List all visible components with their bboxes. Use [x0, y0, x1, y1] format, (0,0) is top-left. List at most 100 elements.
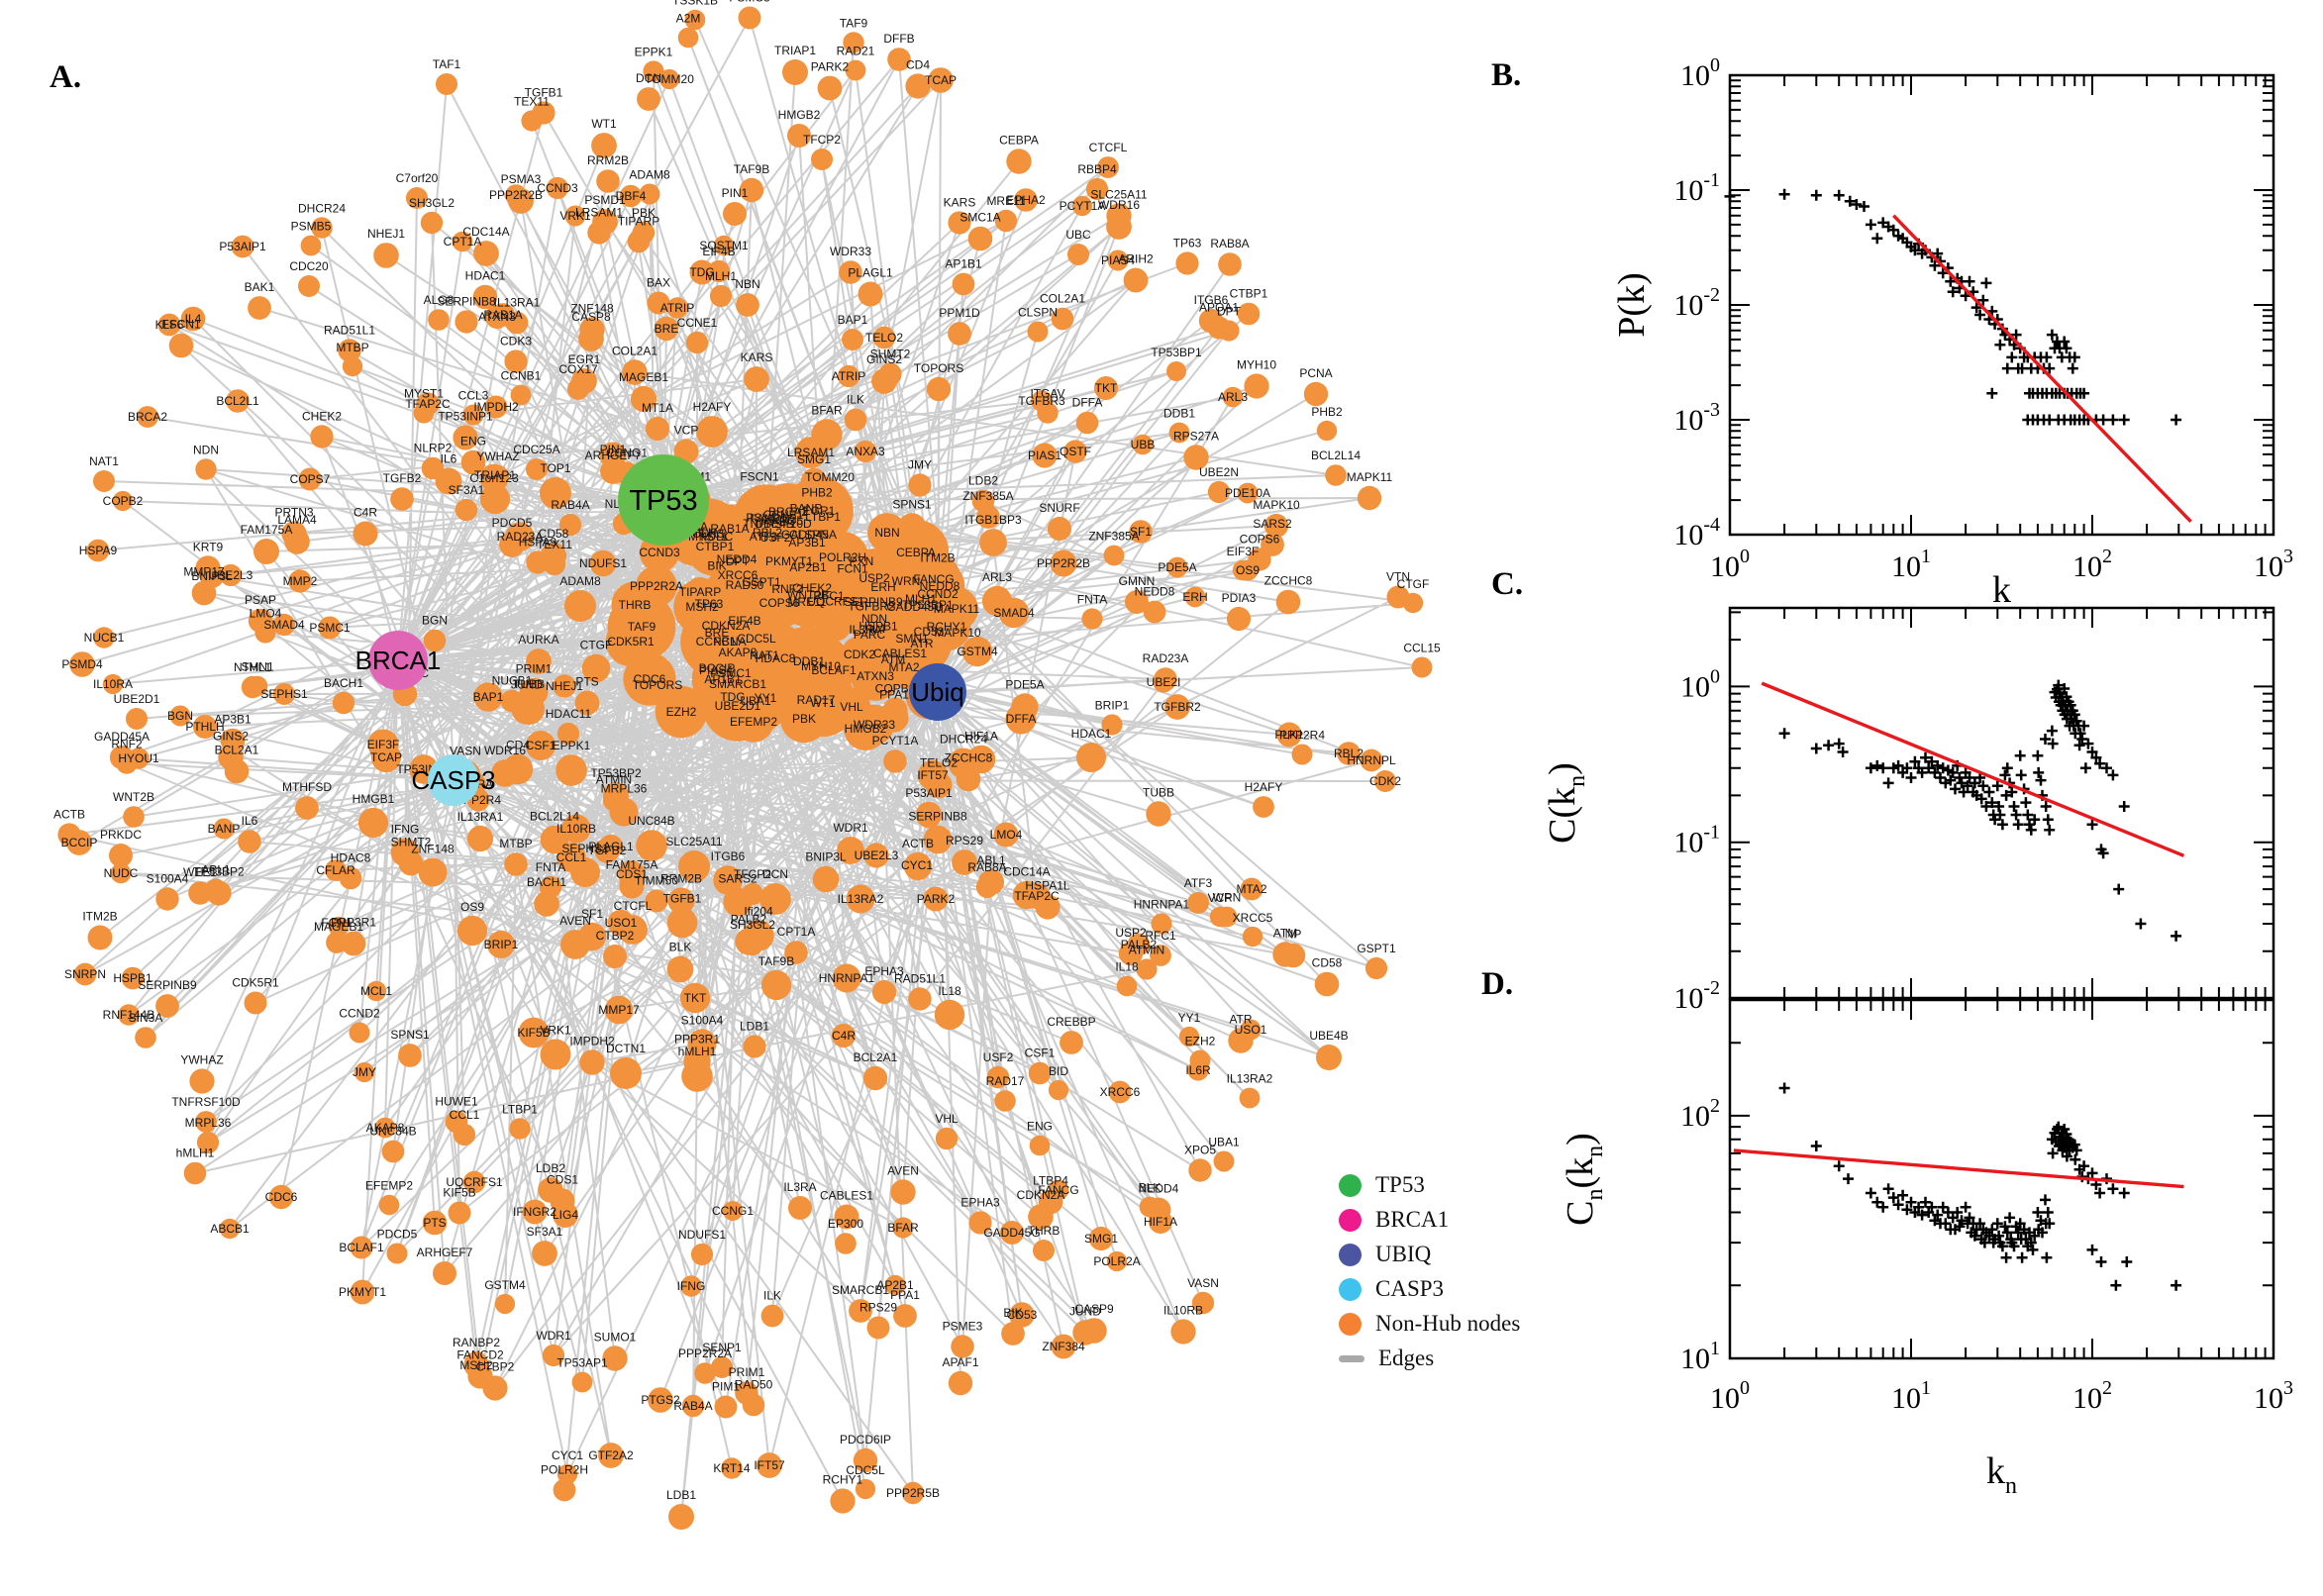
node-label: EPHA3 [960, 1195, 1000, 1209]
node-label: SLC25A11 [1090, 187, 1147, 201]
network-node [901, 1481, 925, 1505]
hub-label-casp3: CASP3 [411, 765, 495, 795]
node-label: WRN [1213, 891, 1242, 905]
network-node [850, 549, 873, 573]
node-label: GSTM4 [484, 1278, 526, 1292]
network-node [298, 275, 320, 297]
node-label: HSPA9 [519, 535, 557, 549]
network-node [349, 1022, 370, 1044]
node-label: TUBB [1143, 785, 1174, 799]
network-node [121, 966, 145, 990]
node-label: IL6 [242, 814, 258, 828]
node-label: EIF3F [1227, 545, 1260, 558]
node-label: UNC84B [628, 814, 674, 828]
node-label: MRPL36 [185, 1116, 232, 1130]
node-label: ERH [1182, 590, 1207, 604]
node-label: PSMC1 [309, 621, 351, 635]
node-labels: USF2 CDC6 COPS6 BCCIP CCNB1 CDK3 CCND2 WDR33 POL… [53, 0, 1441, 1502]
node-label: SERPINB9 [844, 595, 903, 609]
network-node [905, 73, 931, 99]
node-label: CCL3 [458, 388, 489, 402]
network-node [602, 1346, 628, 1371]
network-node [1360, 748, 1383, 772]
node-label: MAPK10 [934, 626, 981, 640]
network-node [310, 425, 334, 449]
node-label: RAD17 [986, 1074, 1025, 1088]
network-node [353, 521, 378, 547]
node-label: TP53INP1 [438, 409, 493, 423]
node-label: NDUFS1 [678, 1228, 726, 1242]
node-label: CDK3 [692, 527, 724, 541]
node-label: TGFB1 [525, 85, 563, 99]
network-node [630, 385, 657, 413]
network-node [462, 404, 484, 426]
node-label: ARL3 [1218, 390, 1248, 404]
network-node [849, 1299, 872, 1323]
node-label: BRCA2 [768, 505, 808, 519]
node-label: RAD51L1 [324, 323, 375, 337]
node-label: NLRP2 [414, 442, 453, 455]
network-node [357, 807, 389, 839]
network-node [812, 865, 840, 893]
node-label: NHEJ1 [546, 679, 583, 693]
node-label: CCNB1 [696, 635, 737, 648]
node-label: RAB8A [1210, 237, 1249, 250]
node-label: CPT1A [777, 925, 816, 939]
network-node [1364, 956, 1388, 980]
node-label: ABL1 [201, 862, 231, 876]
network-node [350, 1279, 375, 1305]
network-node [539, 875, 562, 899]
network-node [1071, 195, 1093, 217]
node-label: MMP17 [183, 565, 225, 579]
node-label: NDN [193, 443, 219, 456]
network-node [311, 217, 333, 239]
node-label: PHB2 [801, 485, 833, 499]
node-label: PIN1 [600, 443, 627, 456]
node-label: HYOU1 [118, 751, 159, 765]
node-label: ENG [1027, 1120, 1053, 1134]
network-node [350, 1236, 373, 1259]
network-node [689, 259, 715, 285]
network-node [587, 221, 611, 245]
node-label: MRE11 [787, 595, 826, 609]
network-node [526, 731, 556, 760]
network-node [854, 643, 885, 674]
node-label: IL10RB [1163, 1303, 1203, 1317]
node-label: HIF1A [1144, 1215, 1177, 1229]
node-label: DFFA [1006, 712, 1037, 726]
node-label: NDN [861, 612, 887, 626]
network-node [645, 416, 670, 442]
node-label: EP300 [828, 1217, 863, 1231]
network-node [135, 1027, 156, 1048]
node-label: PTHLH [185, 720, 224, 734]
node-label: SIN3A [129, 1011, 163, 1025]
network-node [605, 616, 656, 667]
node-label: DPT [1217, 304, 1242, 318]
node-label: ZCCHC8 [945, 751, 993, 765]
node-label: MLH1 [705, 269, 737, 283]
network-node [504, 349, 528, 373]
legend-item: BRCA1 [1339, 1207, 1520, 1233]
network-node [1303, 381, 1329, 407]
network-node [1240, 1019, 1262, 1041]
node-label: OS9 [1236, 563, 1260, 577]
network-node [224, 758, 250, 784]
node-label: PTS [423, 1216, 446, 1230]
node-label: TGFB2 [383, 471, 422, 485]
network-node [433, 1261, 456, 1285]
node-label: TP53BP2 [590, 766, 642, 780]
node-label: NUCB1 [84, 631, 125, 645]
clustering-coefficient-plot: 100 10-1 10-2 C(kn) [1542, 606, 2275, 1015]
network-node [668, 1504, 694, 1530]
node-label: BIK [1003, 1306, 1022, 1320]
network-node [518, 1017, 550, 1048]
node-label: BRCA2 [128, 410, 167, 424]
node-label: PKMYT1 [765, 554, 813, 568]
network-node [180, 306, 206, 332]
network-node [760, 969, 792, 1001]
axis-ticks [1729, 999, 2274, 1359]
network-node [1337, 742, 1361, 765]
node-label: ACTB [53, 807, 85, 821]
node-label: TOMM20 [805, 470, 855, 484]
node-label: PDCD5 [492, 516, 533, 530]
